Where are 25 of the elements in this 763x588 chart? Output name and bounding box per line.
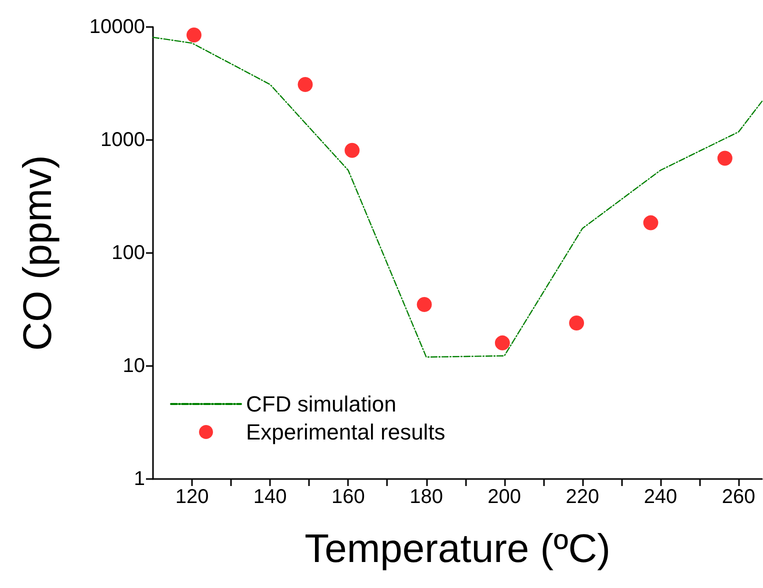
point: [186, 27, 202, 42]
y-tick-label: 10000: [89, 16, 145, 38]
point: [643, 215, 658, 230]
y-tick-label: 10: [122, 355, 145, 377]
point: [344, 142, 360, 158]
point: [494, 335, 510, 350]
x-axis-title: Temperature (ºC): [304, 527, 610, 571]
x-tick-label: 220: [566, 486, 600, 508]
x-tick-label: 260: [722, 486, 756, 508]
legend-label: Experimental results: [246, 420, 446, 444]
point: [569, 316, 584, 331]
y-tick-label: 100: [112, 242, 145, 264]
x-tick-label: 140: [253, 486, 287, 508]
point: [298, 76, 313, 92]
y-tick-label: 1: [134, 468, 145, 490]
x-tick-label: 200: [488, 486, 522, 508]
y-tick-label: 1000: [100, 129, 145, 151]
point: [416, 297, 432, 312]
x-tick-label: 240: [644, 486, 678, 508]
point: [717, 150, 732, 166]
legend-label: CFD simulation: [246, 392, 396, 416]
x-tick-label: 120: [175, 486, 209, 508]
x-tick-label: 180: [410, 486, 443, 508]
x-tick-label: 160: [332, 486, 365, 508]
y-axis-title: CO (ppmv): [16, 155, 60, 351]
